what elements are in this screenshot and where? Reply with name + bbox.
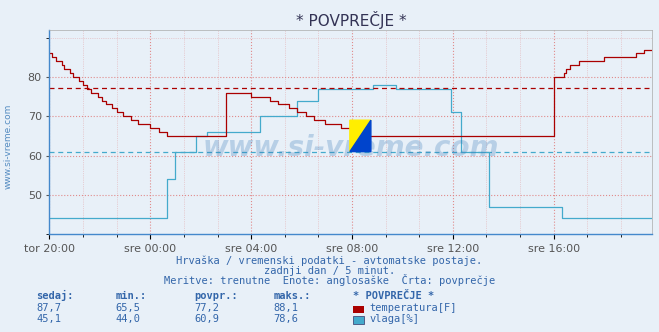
Text: min.:: min.: xyxy=(115,291,146,301)
Text: Hrvaška / vremenski podatki - avtomatske postaje.: Hrvaška / vremenski podatki - avtomatske… xyxy=(177,255,482,266)
Text: maks.:: maks.: xyxy=(273,291,311,301)
Title: * POVPREČJE *: * POVPREČJE * xyxy=(296,11,406,29)
Text: www.si-vreme.com: www.si-vreme.com xyxy=(203,134,499,162)
Text: www.si-vreme.com: www.si-vreme.com xyxy=(3,103,13,189)
Text: 65,5: 65,5 xyxy=(115,303,140,313)
Text: 77,2: 77,2 xyxy=(194,303,219,313)
Text: zadnji dan / 5 minut.: zadnji dan / 5 minut. xyxy=(264,266,395,276)
Text: 44,0: 44,0 xyxy=(115,314,140,324)
Text: vlaga[%]: vlaga[%] xyxy=(369,314,419,324)
Polygon shape xyxy=(350,120,371,152)
Text: povpr.:: povpr.: xyxy=(194,291,238,301)
Text: 60,9: 60,9 xyxy=(194,314,219,324)
Text: 87,7: 87,7 xyxy=(36,303,61,313)
Text: sedaj:: sedaj: xyxy=(36,290,74,301)
Polygon shape xyxy=(350,120,371,152)
Text: 78,6: 78,6 xyxy=(273,314,299,324)
Text: temperatura[F]: temperatura[F] xyxy=(369,303,457,313)
Text: 45,1: 45,1 xyxy=(36,314,61,324)
Text: * POVPREČJE *: * POVPREČJE * xyxy=(353,291,434,301)
Text: Meritve: trenutne  Enote: anglosaške  Črta: povprečje: Meritve: trenutne Enote: anglosaške Črta… xyxy=(164,274,495,286)
Text: 88,1: 88,1 xyxy=(273,303,299,313)
